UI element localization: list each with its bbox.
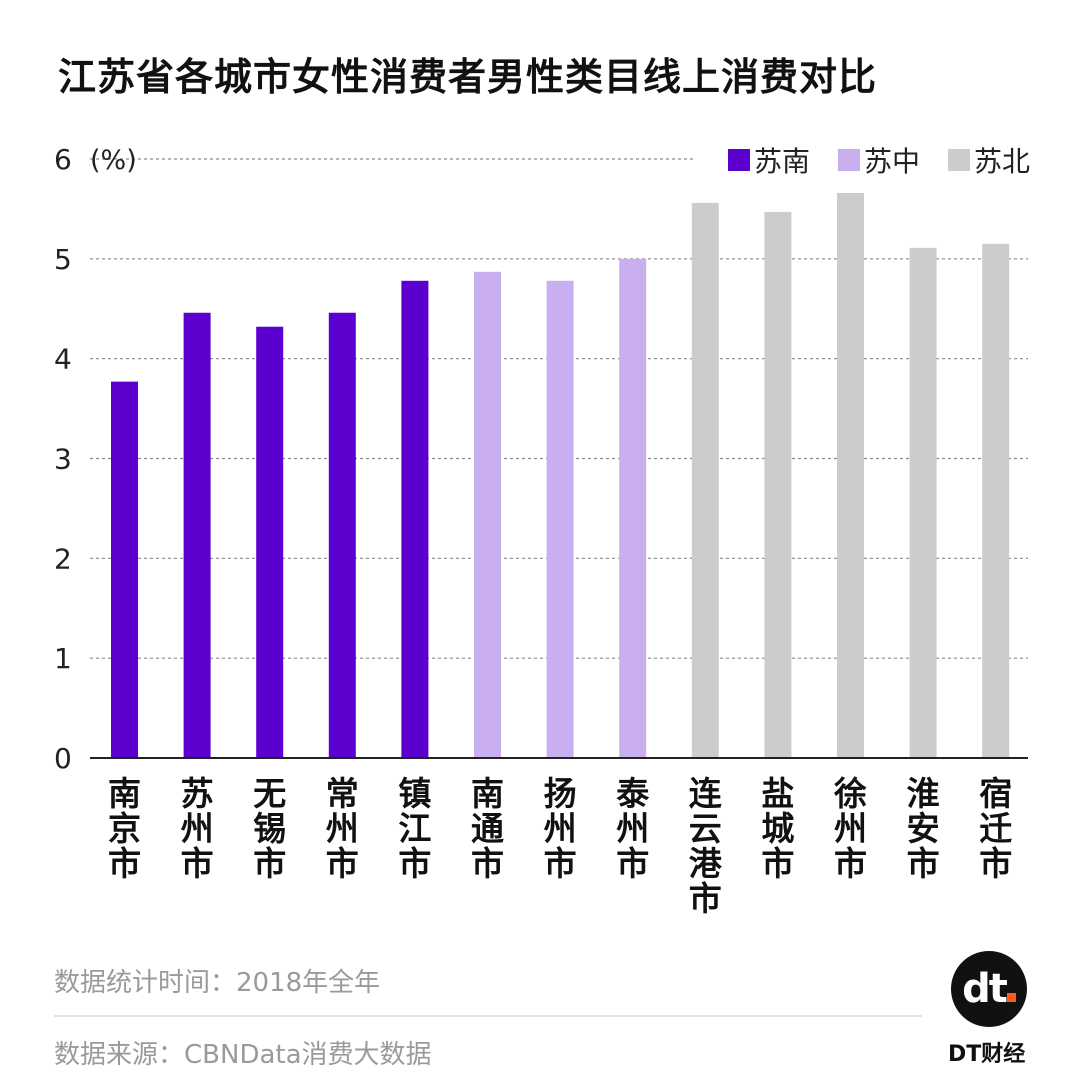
dt-logo: dt xyxy=(951,951,1027,1027)
x-tick-label-6: 扬州市 xyxy=(544,774,577,883)
bar-3 xyxy=(328,312,356,758)
legend-label-subei: 苏北 xyxy=(973,145,1030,178)
x-tick-label-4: 镇江市 xyxy=(398,774,431,883)
legend-label-suzhong: 苏中 xyxy=(863,145,920,178)
bar-chart: 0 1 2 3 4 5 6 (%) 南京市 苏州市 无锡市 常州市 镇江市 南通市 扬州市 泰州市 连云港市 盐城… xyxy=(54,143,1028,918)
bar-12 xyxy=(982,243,1010,758)
x-tick-label-8: 连云港市 xyxy=(689,774,723,918)
bar-10 xyxy=(837,192,864,758)
legend-label-sunan: 苏南 xyxy=(753,145,810,178)
x-tick-label-7: 泰州市 xyxy=(616,774,650,883)
time-note: 数据统计时间：2018年全年 xyxy=(54,968,381,998)
legend-swatch-subei xyxy=(947,149,970,171)
bar-0 xyxy=(111,381,138,758)
x-tick-label-2: 无锡市 xyxy=(253,774,286,883)
y-tick-label-3: 3 xyxy=(54,443,72,476)
bar-9 xyxy=(764,211,792,758)
x-tick-label-12: 宿迁市 xyxy=(979,774,1012,883)
legend-swatch-sunan xyxy=(727,149,750,171)
logo-text: DT财经 xyxy=(948,1042,1026,1067)
bar-7 xyxy=(619,258,647,758)
legend-item-sunan: 苏南 xyxy=(727,140,810,180)
chart-title: 江苏省各城市女性消费者男性类目线上消费对比 xyxy=(58,55,878,99)
bar-2 xyxy=(256,326,284,758)
x-tick-label-0: 南京市 xyxy=(108,774,141,883)
y-axis-unit: (%) xyxy=(90,145,137,176)
logo-mark: dt xyxy=(962,966,1016,1012)
x-tick-label-9: 盐城市 xyxy=(761,774,794,883)
y-tick-label-6: 6 xyxy=(54,143,72,176)
y-tick-label-5: 5 xyxy=(54,243,72,276)
bar-11 xyxy=(909,247,937,758)
bar-8 xyxy=(691,202,719,759)
bar-5 xyxy=(474,271,501,758)
footer-divider xyxy=(54,1015,922,1017)
x-tick-label-3: 常州市 xyxy=(326,774,359,883)
legend-item-suzhong: 苏中 xyxy=(837,140,920,180)
legend-item-subei: 苏北 xyxy=(947,140,1030,180)
bar-6 xyxy=(546,280,574,758)
y-tick-label-0: 0 xyxy=(54,742,72,775)
x-tick-label-11: 淮安市 xyxy=(907,774,940,883)
bar-4 xyxy=(401,280,429,758)
x-tick-label-10: 徐州市 xyxy=(833,774,867,883)
bar-1 xyxy=(183,312,211,758)
x-tick-label-5: 南通市 xyxy=(471,774,504,883)
y-tick-label-4: 4 xyxy=(54,343,72,376)
y-tick-label-1: 1 xyxy=(54,642,72,675)
legend-swatch-suzhong xyxy=(837,149,860,171)
chart-legend: 苏南 苏中 苏北 xyxy=(727,140,1030,180)
source-note: 数据来源：CBNData消费大数据 xyxy=(54,1040,432,1070)
y-tick-label-2: 2 xyxy=(54,542,72,575)
x-tick-label-1: 苏州市 xyxy=(181,774,214,883)
